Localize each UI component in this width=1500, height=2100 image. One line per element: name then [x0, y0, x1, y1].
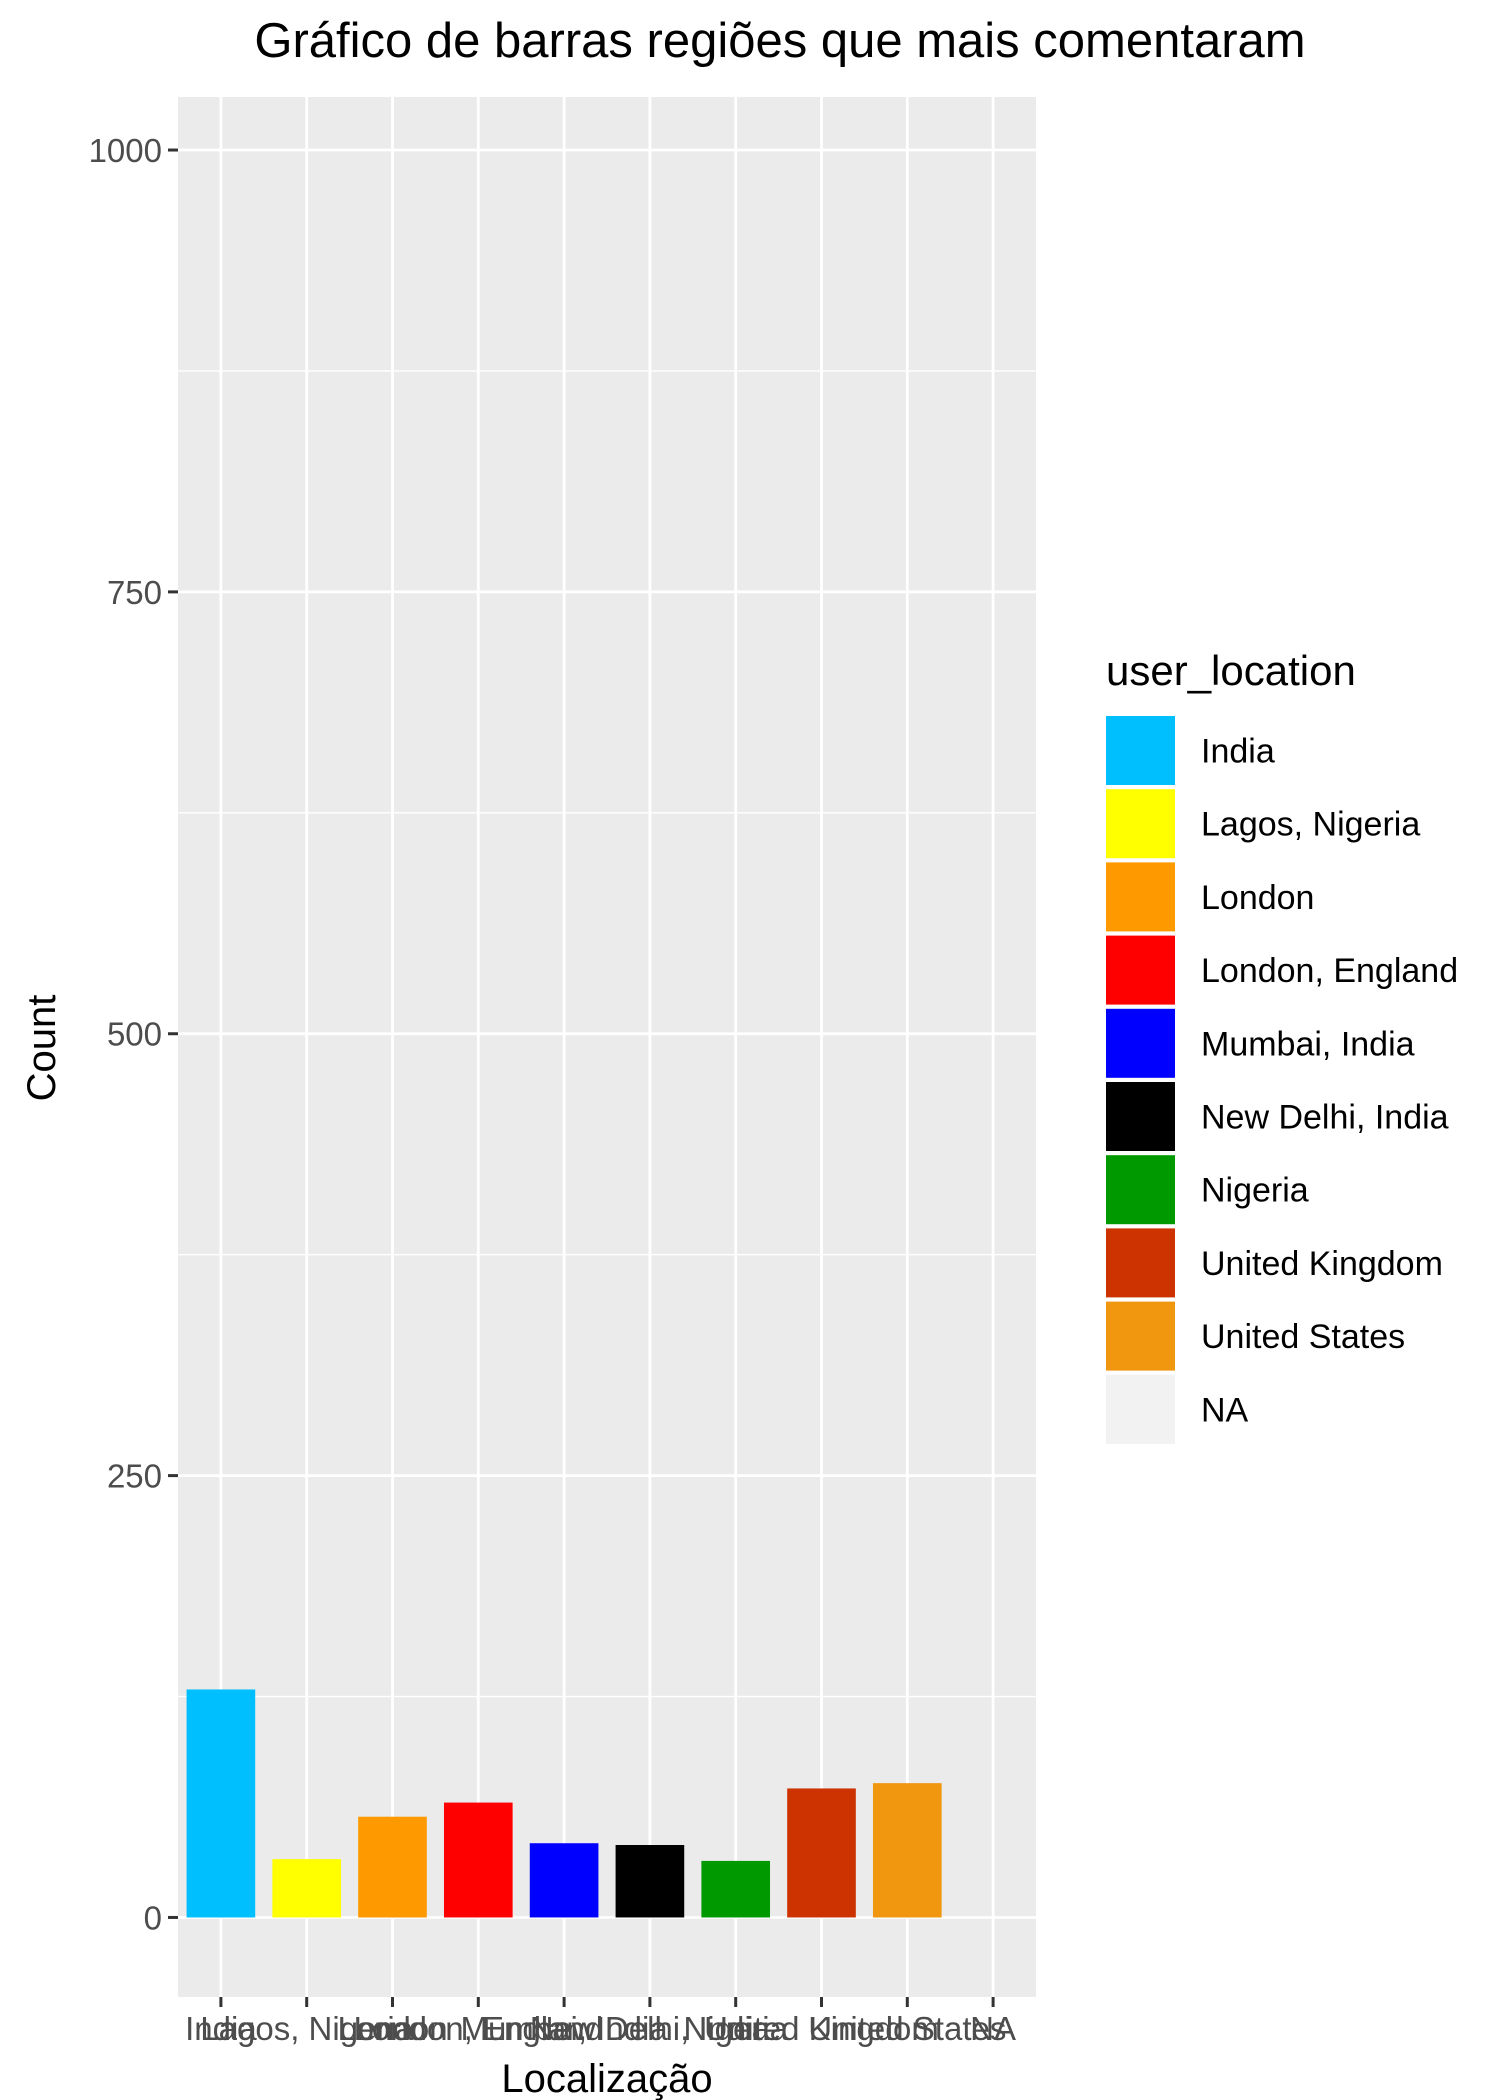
grid-lines — [178, 97, 1036, 1997]
y-tick-label: 1000 — [89, 132, 162, 169]
bars — [186, 1689, 942, 1918]
legend-label: NA — [1201, 1391, 1249, 1429]
legend-key — [1106, 935, 1175, 1005]
y-axis: 0 250 500 750 1000 — [89, 132, 178, 1936]
bar — [701, 1860, 771, 1918]
legend-label: Lagos, Nigeria — [1201, 806, 1420, 844]
x-tick-label: Nigeria — [683, 2010, 788, 2047]
plot-panel — [178, 97, 1036, 1997]
legend-key — [1106, 1155, 1175, 1225]
bar — [272, 1859, 342, 1918]
x-tick-label: United States — [808, 2010, 1006, 2047]
x-tick-label: Mumbai, India — [460, 2010, 668, 2047]
legend-label: New Delhi, India — [1201, 1099, 1449, 1137]
legend-label: London, England — [1201, 952, 1458, 990]
legend-label: London — [1201, 879, 1314, 917]
legend-key — [1106, 1228, 1175, 1298]
x-tick-label: United Kingdom — [704, 2010, 939, 2047]
bar — [186, 1689, 256, 1918]
x-tick-label: London, England — [354, 2010, 604, 2047]
y-tick-label: 750 — [107, 574, 162, 611]
x-tick-label: Lagos, Nigeria — [200, 2010, 413, 2047]
x-tick-label: New Delhi, India — [530, 2010, 771, 2047]
legend-key — [1106, 1301, 1175, 1371]
bar — [787, 1788, 856, 1918]
legend-title: user_location — [1106, 647, 1356, 694]
legend-label: India — [1201, 733, 1275, 771]
x-tick-label: London — [337, 2010, 447, 2047]
x-axis-title: Localização — [501, 2057, 712, 2100]
legend-items: India Lagos, Nigeria London London, England… — [1106, 716, 1458, 1444]
legend: user_location India Lagos, Nigeria London L… — [1106, 647, 1458, 1444]
legend-key — [1106, 1374, 1175, 1444]
legend-key — [1106, 789, 1175, 859]
legend-key — [1106, 716, 1175, 785]
y-tick-label: 0 — [144, 1899, 162, 1936]
legend-label: Mumbai, India — [1201, 1025, 1415, 1063]
bar — [358, 1816, 427, 1918]
x-tick-label: NA — [970, 2010, 1016, 2047]
chart-title: Gráfico de barras regiões que mais comen… — [254, 14, 1305, 68]
legend-key — [1106, 862, 1175, 932]
legend-label: United States — [1201, 1318, 1405, 1356]
y-axis-title: Count — [20, 995, 64, 1102]
bar — [872, 1783, 942, 1918]
bar — [529, 1843, 599, 1918]
legend-key — [1106, 1008, 1175, 1078]
legend-key — [1106, 1082, 1175, 1151]
bar — [615, 1845, 685, 1918]
bar — [443, 1802, 513, 1918]
x-tick-label: India — [185, 2010, 257, 2047]
y-tick-label: 500 — [107, 1016, 162, 1053]
legend-label: Nigeria — [1201, 1172, 1309, 1210]
y-tick-label: 250 — [107, 1458, 162, 1495]
legend-label: United Kingdom — [1201, 1245, 1443, 1283]
